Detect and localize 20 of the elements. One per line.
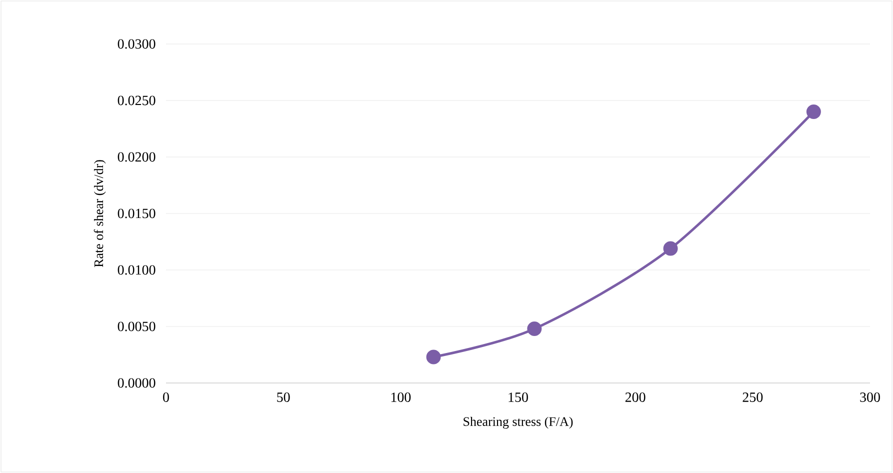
y-tick-label: 0.0250: [118, 96, 156, 106]
x-tick-label: 150: [508, 392, 528, 402]
y-tick-label: 0.0300: [118, 39, 156, 49]
point: [806, 104, 821, 120]
y-tick-label: 0.0050: [118, 322, 156, 332]
point: [527, 322, 542, 336]
x-axis-title: Shearing stress (F/A): [464, 416, 573, 429]
y-tick-label: 0.0000: [118, 378, 156, 388]
x-tick-label: 100: [391, 392, 411, 402]
y-tick-label: 0.0200: [118, 152, 156, 162]
point: [426, 350, 441, 364]
x-tick-label: 0: [163, 392, 169, 402]
y-axis-title: Rate of shear (dv/dr): [94, 160, 106, 268]
x-tick-label: 300: [860, 392, 880, 402]
y-tick-label: 0.0100: [118, 265, 156, 275]
point: [663, 241, 678, 256]
x-tick-label: 250: [742, 392, 763, 402]
x-tick-label: 50: [277, 392, 290, 402]
x-tick-label: 200: [625, 392, 646, 402]
y-tick-label: 0.0150: [118, 208, 156, 218]
